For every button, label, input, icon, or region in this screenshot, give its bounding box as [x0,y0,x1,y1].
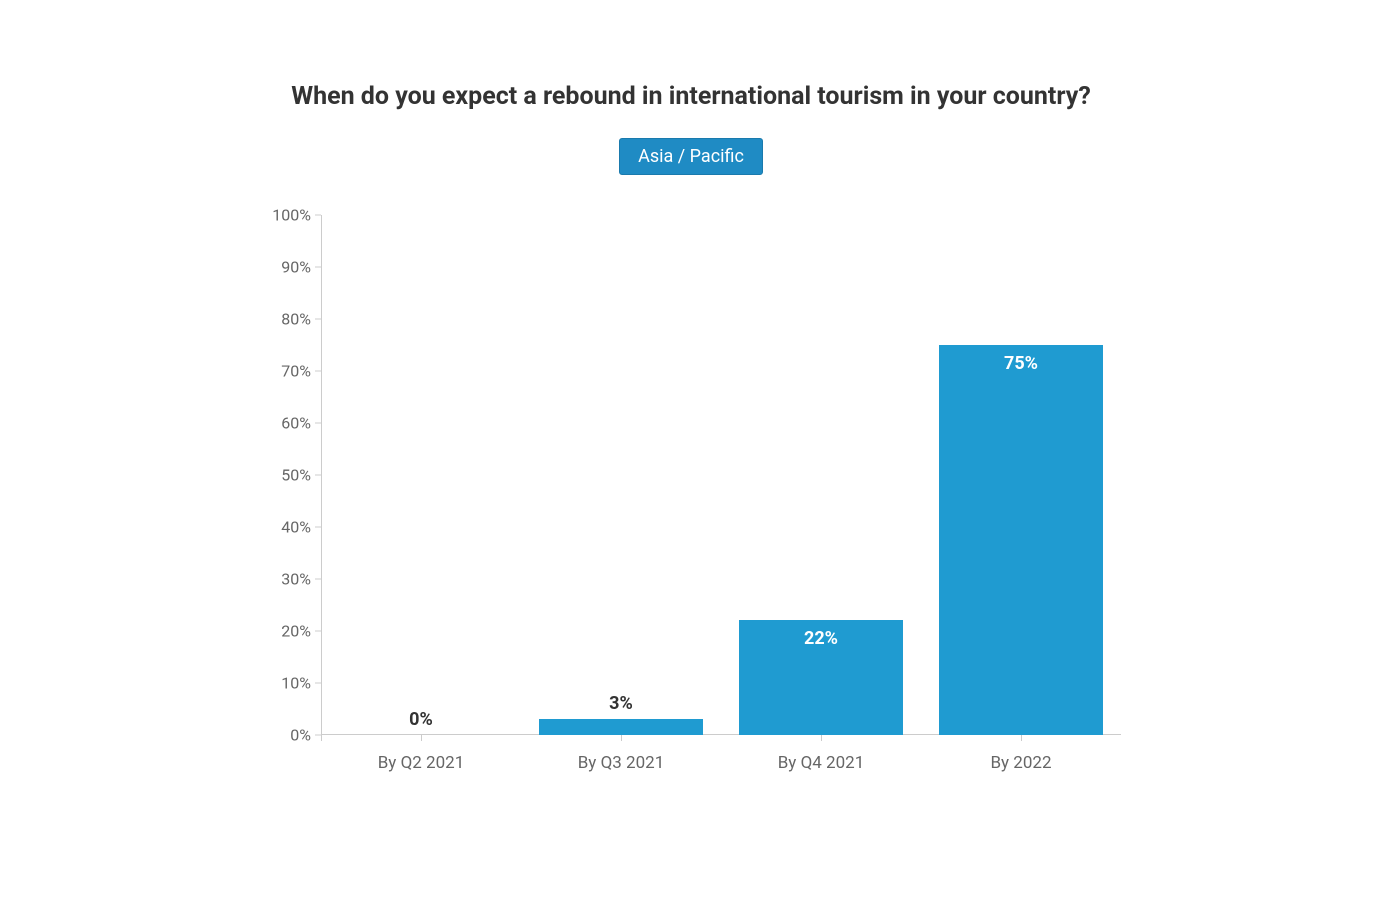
bar-slot: 0% [321,215,521,735]
x-axis-label: By Q4 2021 [721,753,921,773]
y-tick-label: 60% [281,413,311,432]
x-axis-label: By Q3 2021 [521,753,721,773]
chart-container: When do you expect a rebound in internat… [241,80,1141,773]
x-tick-mark [321,735,322,741]
region-badge: Asia / Pacific [619,138,763,175]
bar-value-label: 3% [609,693,633,714]
y-tick-label: 30% [281,569,311,588]
bar-slot: 22% [721,215,921,735]
y-tick-label: 0% [290,725,311,744]
bar: 22% [739,620,903,734]
x-tick-mark [621,735,622,741]
y-tick-label: 20% [281,621,311,640]
y-tick-label: 50% [281,465,311,484]
x-axis-label: By Q2 2021 [321,753,521,773]
y-axis: 0%10%20%30%40%50%60%70%80%90%100% [311,215,321,735]
bar-value-label: 22% [804,628,838,649]
x-axis-label: By 2022 [921,753,1121,773]
x-tick-mark [821,735,822,741]
y-tick-label: 100% [272,205,311,224]
bar-slot: 3% [521,215,721,735]
bar-slot: 75% [921,215,1121,735]
x-axis-labels: By Q2 2021By Q3 2021By Q4 2021By 2022 [321,753,1121,773]
x-tick-mark [1021,735,1022,741]
plot-area: 0%10%20%30%40%50%60%70%80%90%100% 0%3%22… [321,215,1121,735]
y-tick-label: 90% [281,257,311,276]
bars-area: 0% 3% 22% 75% [321,215,1121,735]
chart-title: When do you expect a rebound in internat… [241,80,1141,114]
bar-value-label: 0% [409,709,433,730]
y-tick-label: 40% [281,517,311,536]
x-tick-mark [421,735,422,741]
y-tick-label: 80% [281,309,311,328]
bar: 75% [939,345,1103,735]
y-tick-label: 70% [281,361,311,380]
y-tick-label: 10% [281,673,311,692]
bar: 3% [539,719,703,735]
bar-value-label: 75% [1004,353,1038,374]
